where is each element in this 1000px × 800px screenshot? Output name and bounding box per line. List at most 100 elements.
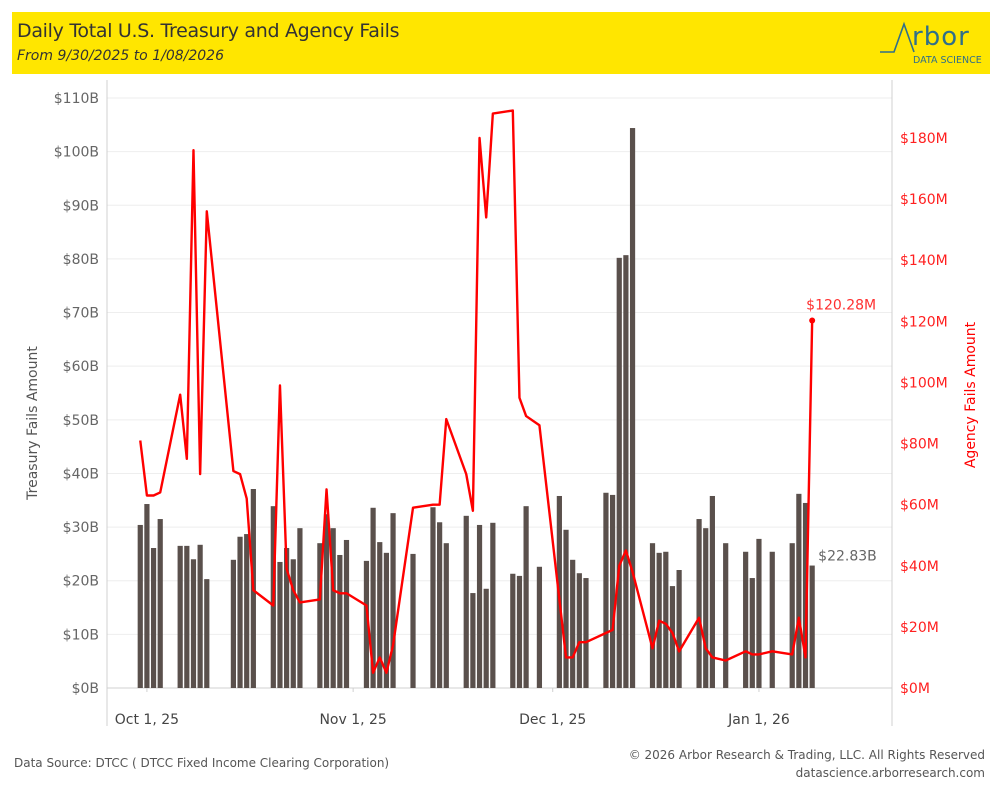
treasury-bar: [184, 545, 190, 688]
y-right-tick-label: $60M: [900, 498, 939, 514]
y-left-tick-label: $80B: [63, 252, 99, 268]
treasury-bar: [649, 543, 656, 688]
treasury-bar: [197, 544, 203, 688]
treasury-bar: [483, 588, 489, 688]
y-right-tick-label: $100M: [900, 375, 948, 391]
y-right-tick-label: $80M: [900, 437, 939, 453]
treasury-bar: [370, 507, 376, 688]
copyright-block: © 2026 Arbor Research & Trading, LLC. Al…: [629, 746, 985, 782]
chart-area: $0B $10B $20B $30B $40B $50B $60B $70B $80B $90B $…: [25, 80, 979, 728]
treasury-bar: [237, 536, 243, 688]
treasury-bar: [676, 570, 682, 688]
treasury-bar: [383, 552, 390, 688]
y-left-tick-label: $100B: [54, 145, 99, 161]
treasury-bars: [137, 128, 815, 688]
treasury-bar: [796, 493, 802, 688]
logo-word: rbor: [912, 22, 970, 52]
y-right-axis-title: Agency Fails Amount: [963, 321, 979, 468]
treasury-bar: [290, 559, 296, 688]
treasury-bar: [470, 593, 476, 688]
treasury-bar: [317, 543, 323, 688]
treasury-bar: [743, 551, 749, 688]
treasury-bar: [789, 543, 795, 688]
y-left-tick-label: $10B: [63, 627, 99, 643]
treasury-bar: [510, 573, 516, 688]
treasury-bar: [603, 492, 609, 688]
treasury-bar: [430, 507, 436, 688]
treasury-bar: [443, 543, 449, 688]
treasury-bar: [343, 539, 350, 688]
y-right-tick-label: $140M: [900, 253, 948, 269]
chart-title: Daily Total U.S. Treasury and Agency Fai…: [17, 20, 400, 42]
treasury-bar: [516, 575, 523, 688]
treasury-last-value-label: $22.83B: [818, 549, 877, 565]
y-left-tick-label: $60B: [63, 359, 99, 375]
x-tick-label: Oct 1, 25: [115, 712, 179, 728]
treasury-bar: [769, 551, 775, 688]
x-tick-label: Nov 1, 25: [319, 712, 386, 728]
treasury-bar: [703, 528, 709, 688]
treasury-bar: [363, 560, 370, 688]
y-left-axis-title: Treasury Fails Amount: [25, 346, 41, 501]
treasury-bar: [476, 524, 483, 688]
axis-labels: $0B $10B $20B $30B $40B $50B $60B $70B $80B $90B $…: [25, 91, 979, 728]
treasury-bar: [244, 534, 250, 688]
y-right-tick-label: $160M: [900, 192, 948, 208]
copyright-text: © 2026 Arbor Research & Trading, LLC. Al…: [628, 748, 985, 762]
treasury-bar: [616, 257, 622, 688]
y-left-tick-label: $50B: [63, 413, 99, 429]
treasury-bar: [536, 566, 543, 688]
treasury-bar: [583, 578, 589, 688]
treasury-bar: [204, 579, 210, 688]
agency-point: [809, 317, 816, 324]
y-left-tick-label: $0B: [72, 681, 99, 697]
treasury-bar: [323, 514, 330, 688]
agency-last-value-label: $120.28M: [806, 297, 876, 313]
x-tick-label: Dec 1, 25: [519, 712, 586, 728]
y-left-tick-label: $20B: [63, 574, 99, 590]
treasury-bar: [390, 513, 396, 688]
treasury-bar: [437, 522, 443, 688]
y-right-tick-label: $20M: [900, 620, 939, 636]
treasury-bar: [623, 255, 629, 688]
y-right-tick-label: $120M: [900, 314, 948, 330]
treasury-bar: [284, 548, 290, 688]
treasury-bar: [410, 553, 416, 688]
treasury-bar: [137, 524, 143, 688]
treasury-bar: [144, 504, 150, 688]
treasury-bar: [669, 586, 676, 688]
agency-line-path: [139, 109, 814, 674]
treasury-bar: [157, 519, 163, 688]
treasury-bar: [330, 528, 336, 688]
y-left-tick-label: $110B: [54, 91, 99, 107]
treasury-bar: [177, 545, 183, 688]
y-left-tick-label: $40B: [63, 466, 99, 482]
treasury-bar: [696, 519, 702, 688]
treasury-bar: [756, 538, 762, 688]
treasury-bar: [576, 573, 582, 688]
treasury-bar: [629, 128, 636, 688]
treasury-bar: [150, 548, 157, 688]
treasury-bar: [297, 528, 303, 688]
treasury-bar: [802, 502, 809, 688]
data-source: Data Source: DTCC ( DTCC Fixed Income Cl…: [14, 756, 390, 770]
agency-line: [139, 109, 816, 674]
website-link[interactable]: datascience.arborresearch.com: [795, 766, 985, 780]
y-right-tick-label: $180M: [900, 131, 948, 147]
treasury-bar: [663, 551, 669, 688]
treasury-bar: [490, 522, 496, 688]
treasury-bar: [609, 494, 616, 688]
logo-subtitle: DATA SCIENCE: [913, 55, 982, 66]
y-left-tick-label: $70B: [63, 306, 99, 322]
y-left-tick-label: $30B: [63, 520, 99, 536]
treasury-bar: [523, 506, 529, 688]
treasury-bar: [749, 578, 755, 688]
chart-subtitle: From 9/30/2025 to 1/08/2026: [17, 48, 224, 64]
y-right-tick-label: $40M: [900, 559, 939, 575]
treasury-bar: [463, 515, 469, 688]
treasury-bar: [277, 561, 283, 688]
treasury-bar: [723, 543, 729, 688]
treasury-bar: [377, 542, 383, 688]
header-banner: Daily Total U.S. Treasury and Agency Fai…: [12, 12, 990, 74]
treasury-bar: [709, 495, 715, 688]
